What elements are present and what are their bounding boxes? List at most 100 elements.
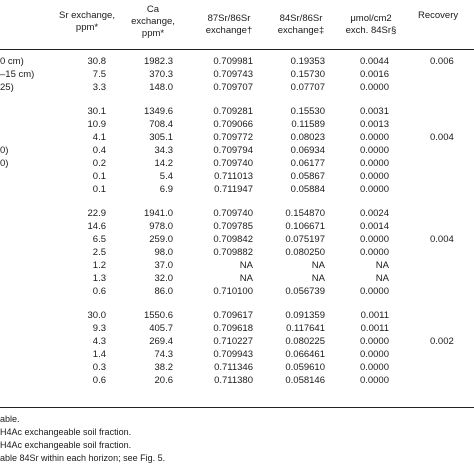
cell-r84: 0.056739	[285, 286, 325, 297]
cell-r87: 0.709785	[213, 221, 253, 232]
cell-r84: 0.154870	[285, 208, 325, 219]
cell-ca: 1550.6	[143, 310, 173, 321]
col-header-ca-line2: exchange,	[131, 16, 175, 27]
cell-ca: 405.7	[149, 323, 173, 334]
table-row: 0 cm) 30.8 1982.3 0.709981 0.19353 0.0044 0.00…	[0, 55, 474, 68]
cell-mol: 0.0000	[359, 145, 389, 156]
cell-r84: 0.08023	[290, 132, 325, 143]
cell-mol: 0.0000	[359, 184, 389, 195]
table-row: 1.4 74.3 0.709943 0.066461 0.0000	[0, 348, 474, 361]
table-row: 0) 0.4 34.3 0.709794 0.06934 0.0000	[0, 144, 474, 157]
cell-sr: 22.9	[87, 208, 107, 219]
table-row: –15 cm) 7.5 370.3 0.709743 0.15730 0.0016	[0, 68, 474, 81]
cell-r87: 0.709618	[213, 323, 253, 334]
cell-r84: 0.05884	[290, 184, 325, 195]
cell-sr: 30.1	[87, 106, 107, 117]
footnote-2: H4Ac exchangeable soil fraction.	[0, 427, 132, 437]
cell-r84: 0.080250	[285, 247, 325, 258]
table-row: 10.9 708.4 0.709066 0.11589 0.0013	[0, 118, 474, 131]
cell-rec: 0.004	[430, 132, 454, 143]
cell-sr: 3.3	[92, 82, 106, 93]
cell-r84: 0.106671	[285, 221, 325, 232]
cell-rec: 0.004	[430, 234, 454, 245]
col-header-r87: 87Sr/86Sr exchange†	[196, 13, 262, 37]
cell-mol: 0.0000	[359, 158, 389, 169]
footnote-1: able.	[0, 414, 20, 424]
cell-sr: 2.5	[92, 247, 106, 258]
cell-r84: 0.091359	[285, 310, 325, 321]
cell-r84: 0.066461	[285, 349, 325, 360]
cell-r87: 0.710227	[213, 336, 253, 347]
cell-mol: 0.0000	[359, 349, 389, 360]
table-row: 0.6 20.6 0.711380 0.058146 0.0000	[0, 374, 474, 387]
cell-ca: 1349.6	[143, 106, 173, 117]
cell-sr: 0.6	[92, 375, 106, 386]
cell-sr: 0.1	[92, 184, 106, 195]
col-header-rec-line1: Recovery	[418, 10, 459, 21]
cell-sr: 0.6	[92, 286, 106, 297]
cell-ca: 269.4	[149, 336, 173, 347]
col-header-mol: μmol/cm2 exch. 84Sr§	[340, 13, 402, 37]
cell-r84: 0.080225	[285, 336, 325, 347]
cell-mol: 0.0044	[359, 56, 389, 67]
cell-sr: 1.2	[92, 260, 106, 271]
cell-r84: 0.19353	[290, 56, 325, 67]
cell-rec: 0.006	[430, 56, 454, 67]
col-header-mol-line1: μmol/cm2	[350, 13, 392, 24]
cell-r84: 0.15730	[290, 69, 325, 80]
table-row: 4.3 269.4 0.710227 0.080225 0.0000 0.002	[0, 335, 474, 348]
cell-sr: 4.1	[92, 132, 106, 143]
cell-sr: 6.5	[92, 234, 106, 245]
cell-r87: 0.709772	[213, 132, 253, 143]
cell-mol: 0.0000	[359, 171, 389, 182]
col-header-r84: 84Sr/86Sr exchange‡	[268, 13, 334, 37]
cell-ca: 305.1	[149, 132, 173, 143]
cell-ca: 1982.3	[143, 56, 173, 67]
cell-ca: 32.0	[154, 273, 174, 284]
cell-mol: NA	[375, 260, 389, 271]
table-row: 2.5 98.0 0.709882 0.080250 0.0000	[0, 246, 474, 259]
cell-ca: 6.9	[159, 184, 173, 195]
cell-r87: 0.709943	[213, 349, 253, 360]
cell-r87: 0.711013	[214, 171, 253, 182]
col-header-sr-line2: ppm*	[75, 22, 99, 33]
cell-r87: 0.711346	[214, 362, 253, 373]
col-header-sr: Sr exchange, ppm*	[58, 10, 116, 34]
cell-r87: 0.709740	[213, 208, 253, 219]
table-row: 0.3 38.2 0.711346 0.059610 0.0000	[0, 361, 474, 374]
col-header-r87-line2: exchange†	[205, 25, 253, 36]
cell-r87: 0.709981	[213, 56, 253, 67]
cell-r87: 0.710100	[213, 286, 253, 297]
table-row: 1.3 32.0 NA NA NA	[0, 272, 474, 285]
cell-mol: 0.0013	[359, 119, 389, 130]
table-row: 25) 3.3 148.0 0.709707 0.07707 0.0000	[0, 81, 474, 94]
cell-r87: 0.709743	[213, 69, 253, 80]
cell-mol: 0.0011	[360, 310, 389, 321]
cell-r87: NA	[239, 273, 253, 284]
cell-label: 25)	[0, 82, 14, 93]
cell-r84: 0.075197	[285, 234, 325, 245]
cell-ca: 5.4	[159, 171, 173, 182]
cell-mol: 0.0000	[359, 234, 389, 245]
cell-r87: 0.711947	[214, 184, 253, 195]
cell-sr: 9.3	[92, 323, 106, 334]
table-row: 0) 0.2 14.2 0.709740 0.06177 0.0000	[0, 157, 474, 170]
cell-mol: 0.0011	[360, 323, 389, 334]
cell-r87: 0.709617	[213, 310, 253, 321]
col-header-sr-line1: Sr exchange,	[59, 10, 115, 21]
cell-mol: 0.0014	[359, 221, 389, 232]
cell-r84: 0.058146	[285, 375, 325, 386]
table-row: 4.1 305.1 0.709772 0.08023 0.0000 0.004	[0, 131, 474, 144]
cell-r84: 0.11589	[291, 119, 325, 130]
cell-r87: 0.709794	[213, 145, 253, 156]
cell-r84: 0.15530	[290, 106, 325, 117]
cell-ca: 708.4	[149, 119, 173, 130]
cell-sr: 1.3	[92, 273, 106, 284]
table-row: 30.0 1550.6 0.709617 0.091359 0.0011	[0, 309, 474, 322]
cell-sr: 30.8	[87, 56, 107, 67]
cell-ca: 978.0	[149, 221, 173, 232]
cell-r87: 0.709066	[213, 119, 253, 130]
cell-r87: 0.709842	[213, 234, 253, 245]
cell-ca: 37.0	[154, 260, 174, 271]
col-header-ca: Ca exchange, ppm*	[125, 4, 181, 40]
